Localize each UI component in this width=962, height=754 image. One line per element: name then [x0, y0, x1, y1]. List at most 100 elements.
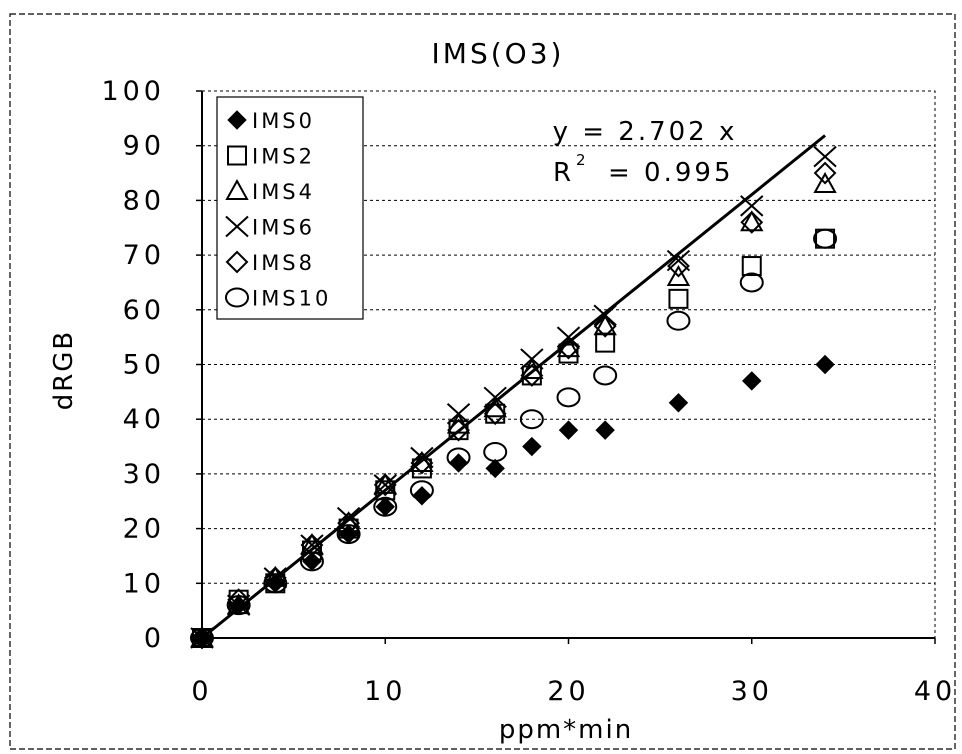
data-point — [300, 533, 324, 557]
data-point — [410, 446, 434, 469]
data-point — [813, 171, 837, 193]
data-point — [336, 506, 361, 529]
r2-value: = 0.995 — [608, 158, 733, 188]
data-point — [556, 387, 581, 408]
legend-item: IMS6 — [225, 215, 315, 240]
data-point — [410, 451, 434, 475]
data-point — [740, 210, 764, 232]
data-point — [336, 524, 361, 545]
y-tick-label: 70 — [123, 240, 165, 271]
legend-marker — [225, 215, 249, 238]
y-tick-labels: 0 10 20 30 40 50 60 70 80 90 100 — [101, 76, 202, 654]
data-point — [412, 486, 432, 506]
y-axis-label: dRGB — [49, 330, 79, 411]
data-point — [739, 272, 764, 293]
legend-label: IMS8 — [252, 251, 315, 275]
data-point — [593, 314, 617, 338]
data-point — [190, 628, 214, 648]
data-point — [742, 371, 762, 391]
data-point — [446, 447, 471, 468]
data-point — [447, 418, 470, 442]
data-point — [557, 336, 580, 360]
legend-marker — [225, 287, 249, 308]
chart-title: IMS(O3) — [432, 37, 565, 70]
data-point — [595, 420, 615, 440]
data-point — [227, 588, 251, 612]
series-ims10 — [190, 228, 838, 648]
legend-box — [216, 96, 364, 320]
y-tick-label: 50 — [123, 350, 165, 381]
data-point — [337, 511, 361, 535]
data-point — [520, 357, 544, 379]
y-tick-label: 0 — [144, 623, 165, 654]
figure-border — [9, 13, 956, 750]
legend-item: IMS2 — [227, 145, 315, 169]
legend-label: IMS10 — [252, 287, 331, 311]
data-point — [263, 566, 287, 590]
data-point — [483, 396, 507, 418]
series-ims0 — [192, 354, 835, 648]
data-point — [519, 409, 544, 430]
legend: IMS0 IMS2 IMS4 IMS6 IMS8 IMS10 — [216, 96, 364, 320]
legend-marker — [227, 110, 247, 130]
data-point — [483, 402, 507, 426]
data-point — [813, 161, 837, 185]
data-point — [483, 442, 508, 463]
data-point — [300, 534, 324, 556]
data-point — [520, 364, 544, 387]
y-tick-label: 20 — [123, 514, 165, 545]
x-tick-label: 10 — [364, 676, 406, 707]
y-tick-label: 100 — [101, 76, 165, 107]
y-tick-label: 10 — [123, 568, 165, 599]
x-tick-label: 20 — [547, 676, 589, 707]
data-point — [558, 420, 579, 440]
legend-items: IMS0 IMS2 IMS4 IMS6 IMS8 IMS10 — [225, 109, 331, 311]
legend-item: IMS10 — [225, 287, 331, 311]
data-point — [485, 458, 505, 479]
data-point — [668, 393, 689, 413]
r2-superscript: 2 — [576, 151, 586, 169]
legend-label: IMS6 — [252, 216, 315, 240]
data-point — [448, 453, 469, 473]
y-tick-label: 40 — [123, 404, 165, 435]
legend-label: IMS2 — [252, 145, 315, 169]
data-point — [226, 595, 251, 616]
equation-label: y = 2.702 x — [553, 117, 738, 147]
data-point — [666, 310, 691, 331]
data-point — [666, 249, 691, 272]
data-point — [373, 474, 397, 496]
data-point — [446, 412, 471, 434]
data-point — [373, 472, 397, 494]
data-point — [446, 402, 471, 425]
data-point — [263, 565, 287, 587]
regression-annotation: y = 2.702 x R 2 = 0.995 — [553, 117, 738, 188]
data-point — [299, 551, 324, 572]
data-point — [741, 256, 762, 277]
data-point — [740, 210, 764, 234]
legend-item: IMS4 — [225, 178, 312, 204]
x-tick-label: 0 — [191, 676, 212, 707]
data-point — [483, 386, 507, 409]
data-point — [740, 195, 764, 217]
data-point — [667, 254, 690, 278]
data-point — [373, 496, 398, 517]
y-tick-label: 80 — [123, 185, 165, 216]
legend-marker — [225, 250, 249, 274]
data-point — [593, 365, 618, 386]
x-tick-label: 30 — [731, 676, 773, 707]
x-tick-labels: 0 10 20 30 40 — [191, 638, 956, 707]
y-tick-label: 90 — [123, 131, 165, 162]
r2-letter: R — [553, 158, 574, 188]
y-tick-label: 30 — [123, 459, 165, 490]
legend-item: IMS8 — [225, 250, 315, 275]
data-point — [263, 567, 287, 589]
data-point — [373, 473, 397, 497]
x-tick-label: 40 — [914, 676, 956, 707]
data-point — [813, 145, 837, 168]
legend-marker — [225, 178, 249, 200]
data-point — [668, 288, 689, 309]
data-point — [409, 480, 434, 501]
x-axis-label: ppm*min — [499, 715, 633, 745]
legend-item: IMS0 — [227, 109, 312, 133]
